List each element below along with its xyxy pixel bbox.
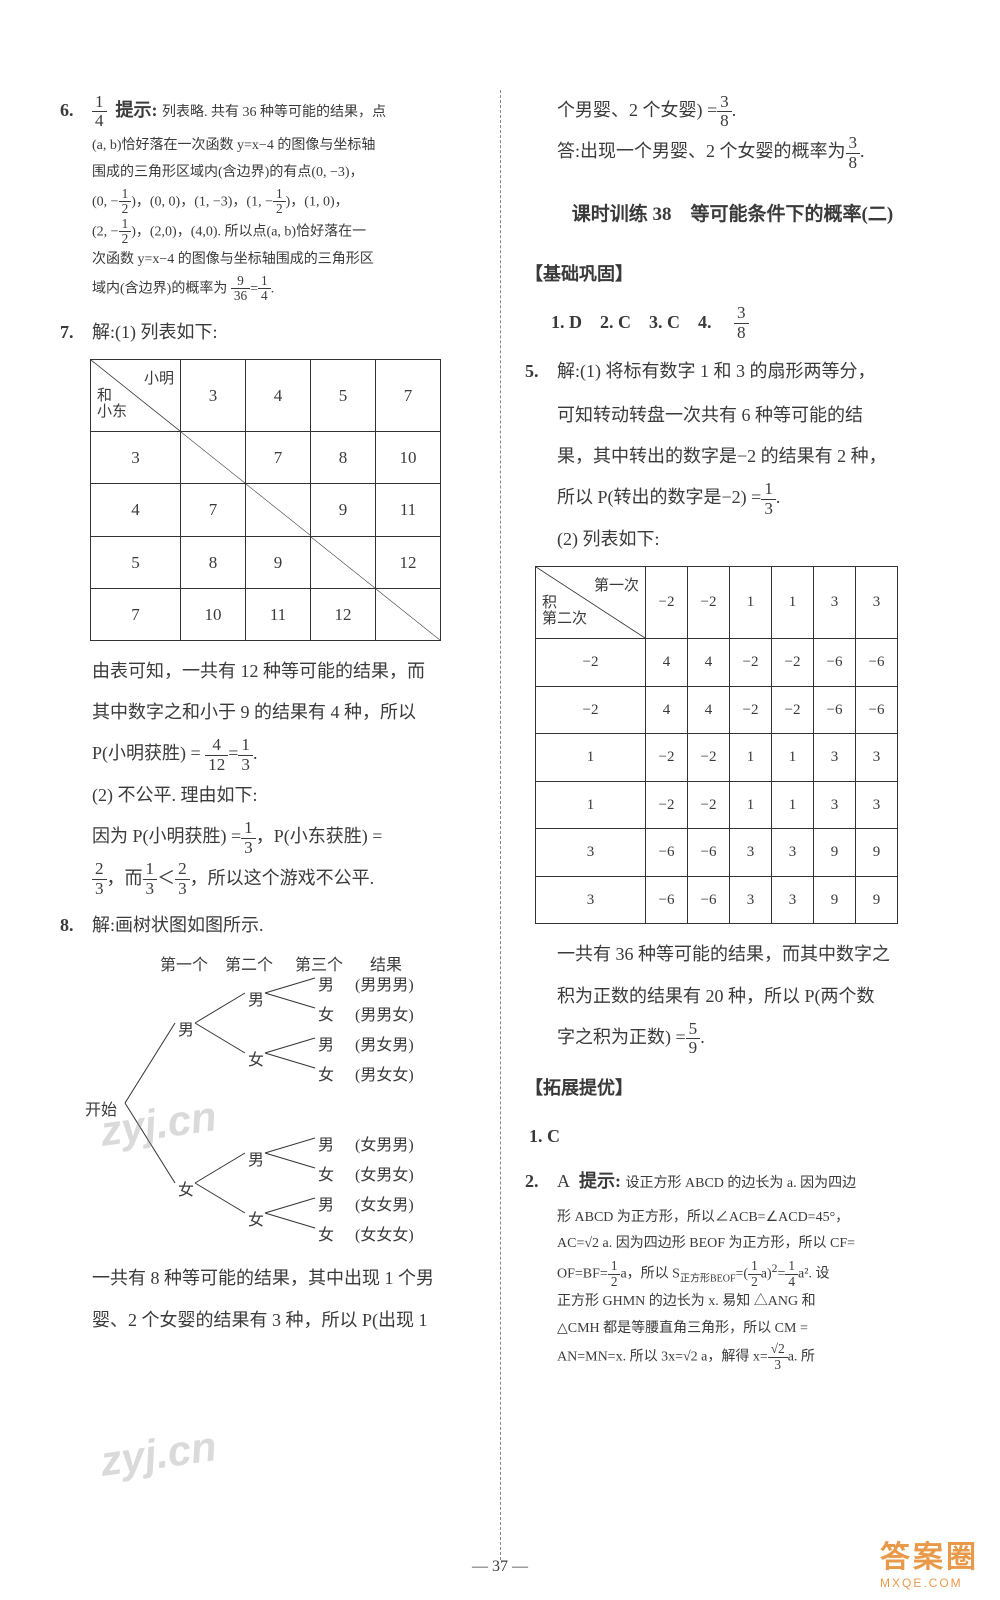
q6-l6: 次函数 y=x−4 的图像与坐标轴围成的三角形区	[60, 247, 480, 274]
q5-l2: 可知转动转盘一次共有 6 种等可能的结	[525, 395, 940, 436]
q5-l1: 解:(1) 将标有数字 1 和 3 的扇形两等分，	[557, 351, 940, 392]
q8-label: 8.	[60, 905, 92, 946]
q2-l4: OF=BF=12a，所以 S正方形BEOF=(12a)2=14a². 设	[525, 1258, 940, 1290]
q5-l3: 果，其中转出的数字是−2 的结果有 2 种，	[525, 436, 940, 477]
q8-p2: 婴、2 个女婴的结果有 3 种，所以 P(出现 1	[60, 1300, 480, 1341]
right-column: 个男婴、2 个女婴) =38. 答:出现一个男婴、2 个女婴的概率为38. 课时…	[500, 90, 940, 1530]
q6-body: 14 提示: 列表略. 共有 36 种等可能的结果，点	[92, 90, 480, 131]
q7-p2: 其中数字之和小于 9 的结果有 4 种，所以	[60, 692, 480, 733]
q2-label: 2.	[525, 1161, 557, 1202]
q2-l5: 正方形 GHMN 的边长为 x. 易知 △ANG 和	[525, 1289, 940, 1316]
q7-p6: 23，而13＜23，所以这个游戏不公平.	[60, 858, 480, 899]
section-basic: 【基础巩固】	[525, 254, 940, 295]
lesson-title: 课时训练 38 等可能条件下的概率(二)	[525, 193, 940, 237]
q7-label: 7.	[60, 312, 92, 353]
ext-q2: 2. A 提示: 设正方形 ABCD 的边长为 a. 因为四边	[525, 1161, 940, 1202]
q7-head: 解:(1) 列表如下:	[92, 312, 480, 353]
section-ext: 【拓展提优】	[525, 1068, 940, 1109]
q2-l2: 形 ABCD 为正方形，所以∠ACB=∠ACD=45°，	[525, 1205, 940, 1232]
q8: 8. 解:画树状图如图所示.	[60, 905, 480, 946]
q2-l6: △CMH 都是等腰直角三角形，所以 CM =	[525, 1316, 940, 1343]
answers-1-4: 1. D2. C3. C4. 38	[525, 302, 940, 343]
q2-l7: AN=MN=x. 所以 3x=√2 a，解得 x=√23a. 所	[525, 1342, 940, 1372]
column-divider	[500, 90, 501, 1560]
q5-p3: 字之积为正数) =59.	[525, 1017, 940, 1058]
q5-p1: 一共有 36 种等可能的结果，而其中数字之	[525, 934, 940, 975]
q7-p4: (2) 不公平. 理由如下:	[60, 775, 480, 816]
q7: 7. 解:(1) 列表如下:	[60, 312, 480, 353]
left-column: 6. 14 提示: 列表略. 共有 36 种等可能的结果，点 (a, b)恰好落…	[60, 90, 500, 1530]
q6-l3: 围成的三角形区域内(含边界)的有点(0, −3)，	[60, 160, 480, 187]
q6-l5: (2, −12)，(2,0)，(4,0). 所以点(a, b)恰好落在一	[60, 217, 480, 247]
q6-label: 6.	[60, 90, 92, 131]
page-number: — 37 —	[0, 1558, 1000, 1576]
rt-l2: 答:出现一个男婴、2 个女婴的概率为38.	[525, 131, 940, 172]
q2-l3: AC=√2 a. 因为四边形 BEOF 为正方形，所以 CF=	[525, 1231, 940, 1258]
q5-l4: 所以 P(转出的数字是−2) =13.	[525, 477, 940, 518]
q5: 5. 解:(1) 将标有数字 1 和 3 的扇形两等分，	[525, 351, 940, 392]
q6-l7: 域内(含边界)的概率为 936=14.	[60, 274, 480, 304]
q7-p3: P(小明获胜) = 412=13.	[60, 733, 480, 774]
q8-head: 解:画树状图如图所示.	[92, 905, 480, 946]
q5-l5: (2) 列表如下:	[525, 519, 940, 560]
q7-table: 小明和小东34573781047911589127101112	[90, 359, 441, 640]
q5-p2: 积为正数的结果有 20 种，所以 P(两个数	[525, 976, 940, 1017]
q7-p1: 由表可知，一共有 12 种等可能的结果，而	[60, 651, 480, 692]
q6: 6. 14 提示: 列表略. 共有 36 种等可能的结果，点	[60, 90, 480, 131]
q5-label: 5.	[525, 351, 557, 392]
q5-table: 第一次积第二次−2−21133−244−2−2−6−6−244−2−2−6−61…	[535, 566, 898, 924]
q8-p1: 一共有 8 种等可能的结果，其中出现 1 个男	[60, 1258, 480, 1299]
tree-diagram: 第一个 第二个 第三个 结果 开始 男 女 男 女 男 女 男 女 男 女 男 …	[80, 948, 450, 1258]
q6-l2: (a, b)恰好落在一次函数 y=x−4 的图像与坐标轴	[60, 133, 480, 160]
q6-l4: (0, −12)，(0, 0)，(1, −3)，(1, −12)，(1, 0)，	[60, 187, 480, 217]
rt-l1: 个男婴、2 个女婴) =38.	[525, 90, 940, 131]
q7-p5: 因为 P(小明获胜) =13，P(小东获胜) =	[60, 816, 480, 857]
ext-q1: 1. C	[525, 1116, 940, 1157]
corner-logo: 答案圈 MXQE.COM	[880, 1532, 990, 1590]
